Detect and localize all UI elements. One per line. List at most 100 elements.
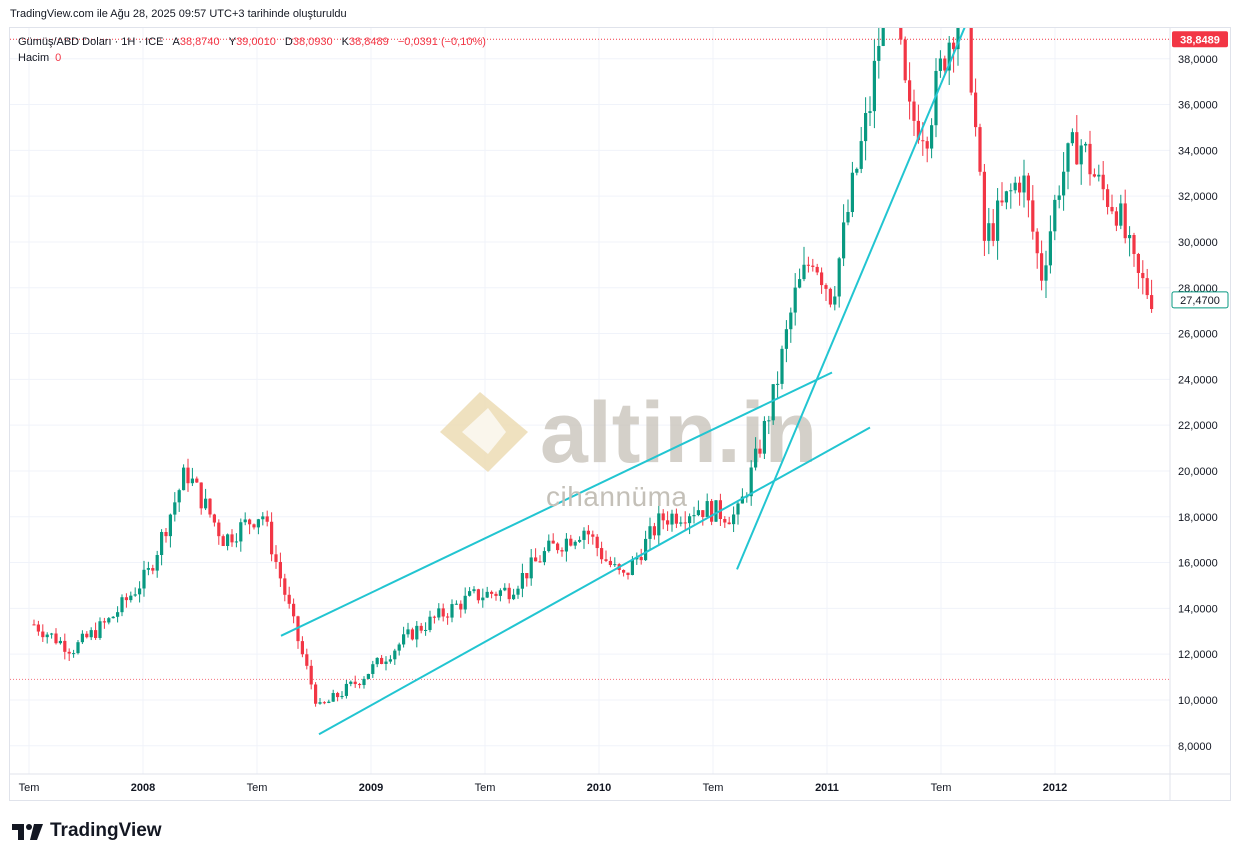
candle[interactable]: [151, 564, 155, 575]
candle[interactable]: [811, 258, 815, 272]
candle[interactable]: [696, 500, 700, 517]
candle[interactable]: [758, 439, 762, 458]
candle[interactable]: [547, 534, 551, 553]
candle[interactable]: [278, 552, 282, 587]
candle[interactable]: [428, 610, 432, 633]
candle[interactable]: [820, 267, 824, 294]
candle[interactable]: [679, 516, 683, 527]
candle[interactable]: [353, 675, 357, 688]
candle[interactable]: [111, 616, 115, 619]
candle[interactable]: [270, 512, 274, 562]
candle[interactable]: [230, 529, 234, 547]
candle[interactable]: [613, 557, 617, 567]
candle[interactable]: [76, 639, 80, 655]
candle[interactable]: [982, 163, 986, 257]
candle[interactable]: [520, 563, 524, 598]
candle[interactable]: [855, 167, 859, 176]
candle[interactable]: [195, 476, 199, 483]
candle[interactable]: [463, 587, 467, 614]
candle[interactable]: [481, 588, 485, 608]
candle[interactable]: [1004, 190, 1008, 210]
candle[interactable]: [542, 547, 546, 566]
candle[interactable]: [160, 529, 164, 566]
candle[interactable]: [652, 522, 656, 540]
candle[interactable]: [80, 630, 84, 645]
candle[interactable]: [793, 273, 797, 326]
candle[interactable]: [512, 588, 516, 601]
candle[interactable]: [384, 656, 388, 671]
candle[interactable]: [727, 516, 731, 525]
candle[interactable]: [217, 519, 221, 545]
candle[interactable]: [1141, 260, 1145, 295]
candle[interactable]: [283, 573, 287, 602]
candle[interactable]: [1075, 115, 1079, 165]
candle[interactable]: [1062, 152, 1066, 211]
candle[interactable]: [1150, 279, 1154, 313]
candle[interactable]: [177, 488, 181, 512]
candle[interactable]: [767, 415, 771, 435]
candle[interactable]: [146, 561, 150, 576]
candle[interactable]: [32, 619, 36, 626]
candle[interactable]: [1070, 128, 1074, 146]
candle[interactable]: [226, 533, 230, 551]
candle[interactable]: [947, 36, 951, 85]
candle[interactable]: [723, 516, 727, 528]
candle[interactable]: [94, 622, 98, 640]
candle[interactable]: [45, 632, 49, 644]
candle[interactable]: [450, 599, 454, 623]
candle[interactable]: [833, 285, 837, 311]
candle[interactable]: [1114, 207, 1118, 232]
candle[interactable]: [212, 513, 216, 527]
candle[interactable]: [582, 527, 586, 549]
candle[interactable]: [1053, 194, 1057, 241]
candle[interactable]: [608, 556, 612, 568]
candle[interactable]: [974, 78, 978, 137]
candle[interactable]: [648, 517, 652, 549]
candle[interactable]: [1057, 185, 1061, 209]
candle[interactable]: [732, 506, 736, 533]
candle[interactable]: [155, 550, 159, 578]
candle[interactable]: [1128, 226, 1132, 257]
candle[interactable]: [538, 555, 542, 563]
candle[interactable]: [674, 508, 678, 529]
candle[interactable]: [996, 188, 1000, 260]
candle[interactable]: [1009, 183, 1013, 209]
candle[interactable]: [828, 287, 832, 308]
candle[interactable]: [859, 127, 863, 174]
candle[interactable]: [182, 464, 186, 491]
candle[interactable]: [468, 587, 472, 597]
candle[interactable]: [556, 542, 560, 554]
trend-line[interactable]: [736, 28, 966, 570]
candle[interactable]: [1079, 139, 1083, 185]
candle[interactable]: [824, 283, 828, 302]
candle[interactable]: [265, 510, 269, 527]
volume-label[interactable]: Hacim: [18, 52, 50, 64]
candle[interactable]: [234, 533, 238, 548]
candle[interactable]: [714, 500, 718, 522]
price-chart[interactable]: altin.in 38,000036,000034,000032,000030,…: [10, 28, 1230, 800]
candle[interactable]: [529, 549, 533, 586]
candle[interactable]: [204, 488, 208, 511]
candle[interactable]: [173, 492, 177, 522]
candle[interactable]: [314, 682, 318, 707]
candle[interactable]: [494, 591, 498, 601]
candle[interactable]: [507, 583, 511, 604]
candle[interactable]: [1101, 161, 1105, 201]
candle[interactable]: [688, 513, 692, 535]
candle[interactable]: [300, 636, 304, 658]
candle[interactable]: [393, 648, 397, 665]
candle[interactable]: [1097, 164, 1101, 182]
candle[interactable]: [1000, 182, 1004, 207]
candle[interactable]: [1018, 176, 1022, 206]
candle[interactable]: [991, 209, 995, 247]
candle[interactable]: [806, 256, 810, 273]
candle[interactable]: [1123, 189, 1127, 244]
candle[interactable]: [784, 320, 788, 363]
candle[interactable]: [705, 493, 709, 518]
candle[interactable]: [1106, 184, 1110, 215]
candle[interactable]: [1119, 194, 1123, 230]
candle[interactable]: [116, 606, 120, 623]
candle[interactable]: [58, 637, 62, 645]
candle[interactable]: [683, 511, 687, 531]
candle[interactable]: [190, 467, 194, 487]
